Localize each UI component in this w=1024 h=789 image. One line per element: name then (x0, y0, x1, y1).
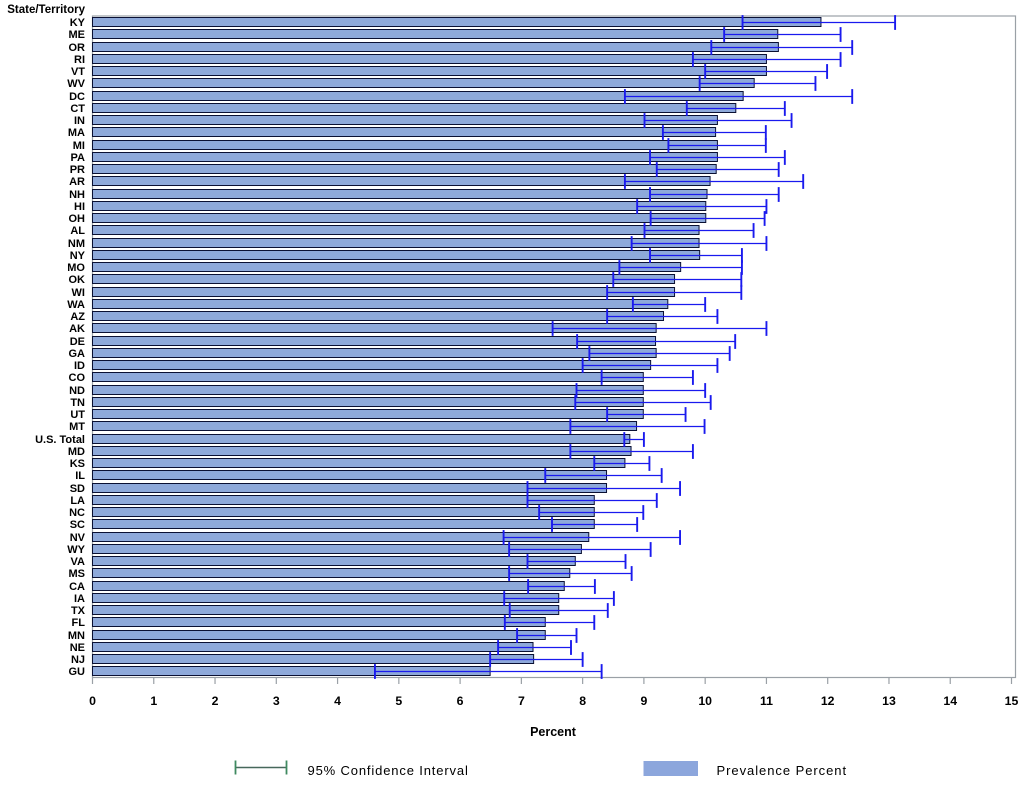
svg-text:State/Territory: State/Territory (7, 4, 85, 16)
svg-text:AR: AR (69, 176, 85, 188)
svg-text:NY: NY (70, 250, 86, 262)
svg-text:RI: RI (74, 54, 85, 66)
svg-text:Prevalence Percent: Prevalence Percent (717, 763, 848, 778)
svg-text:NM: NM (68, 238, 85, 250)
svg-text:WI: WI (72, 287, 85, 299)
svg-text:UT: UT (70, 409, 85, 421)
svg-text:MD: MD (68, 446, 85, 458)
svg-text:5: 5 (395, 694, 402, 708)
svg-text:NC: NC (69, 507, 85, 519)
svg-text:AZ: AZ (70, 311, 85, 323)
svg-text:CO: CO (69, 372, 86, 384)
svg-text:NJ: NJ (71, 654, 85, 666)
svg-text:NE: NE (70, 642, 85, 654)
svg-text:7: 7 (518, 694, 525, 708)
svg-text:KS: KS (70, 458, 85, 470)
svg-text:OH: OH (69, 213, 86, 225)
svg-text:GA: GA (69, 348, 86, 360)
svg-text:3: 3 (273, 694, 280, 708)
svg-text:15: 15 (1005, 694, 1019, 708)
svg-text:MT: MT (69, 421, 85, 433)
svg-text:CT: CT (70, 103, 85, 115)
svg-text:6: 6 (457, 694, 464, 708)
svg-text:KY: KY (70, 17, 86, 29)
svg-text:MA: MA (68, 127, 85, 139)
svg-text:8: 8 (579, 694, 586, 708)
svg-text:NH: NH (69, 189, 85, 201)
svg-text:MN: MN (68, 630, 85, 642)
svg-text:14: 14 (943, 694, 957, 708)
svg-text:9: 9 (640, 694, 647, 708)
svg-text:MO: MO (67, 262, 85, 274)
svg-text:SC: SC (70, 519, 85, 531)
svg-text:WA: WA (67, 299, 85, 311)
svg-text:PR: PR (70, 164, 85, 176)
svg-text:MI: MI (73, 140, 85, 152)
svg-text:SD: SD (70, 483, 85, 495)
svg-text:TN: TN (70, 397, 85, 409)
svg-text:AK: AK (69, 323, 85, 335)
svg-text:10: 10 (698, 694, 712, 708)
svg-text:WV: WV (67, 78, 85, 90)
svg-text:OR: OR (69, 42, 86, 54)
svg-text:TX: TX (71, 605, 86, 617)
svg-text:IN: IN (74, 115, 85, 127)
svg-text:U.S. Total: U.S. Total (35, 434, 85, 446)
svg-text:GU: GU (69, 666, 86, 678)
svg-text:DC: DC (69, 91, 85, 103)
svg-text:NV: NV (70, 532, 86, 544)
svg-text:IL: IL (75, 470, 85, 482)
svg-text:12: 12 (821, 694, 835, 708)
svg-text:PA: PA (71, 152, 86, 164)
svg-text:2: 2 (212, 694, 219, 708)
svg-text:ND: ND (69, 385, 85, 397)
svg-text:IA: IA (74, 593, 85, 605)
svg-text:VT: VT (71, 66, 85, 78)
svg-text:HI: HI (74, 201, 85, 213)
svg-text:LA: LA (70, 495, 85, 507)
svg-text:OK: OK (69, 274, 86, 286)
svg-text:95% Confidence Interval: 95% Confidence Interval (308, 763, 469, 778)
svg-text:Percent: Percent (530, 725, 577, 739)
svg-text:CA: CA (69, 581, 85, 593)
svg-text:VA: VA (71, 556, 86, 568)
svg-text:DE: DE (70, 336, 85, 348)
svg-text:ME: ME (69, 29, 86, 41)
svg-text:1: 1 (150, 694, 157, 708)
svg-text:WY: WY (67, 544, 85, 556)
svg-text:0: 0 (89, 694, 96, 708)
svg-text:ID: ID (74, 360, 85, 372)
svg-text:11: 11 (760, 694, 773, 708)
svg-text:4: 4 (334, 694, 341, 708)
svg-text:13: 13 (882, 694, 896, 708)
svg-text:MS: MS (69, 568, 86, 580)
svg-text:AL: AL (70, 225, 85, 237)
svg-text:FL: FL (72, 617, 86, 629)
